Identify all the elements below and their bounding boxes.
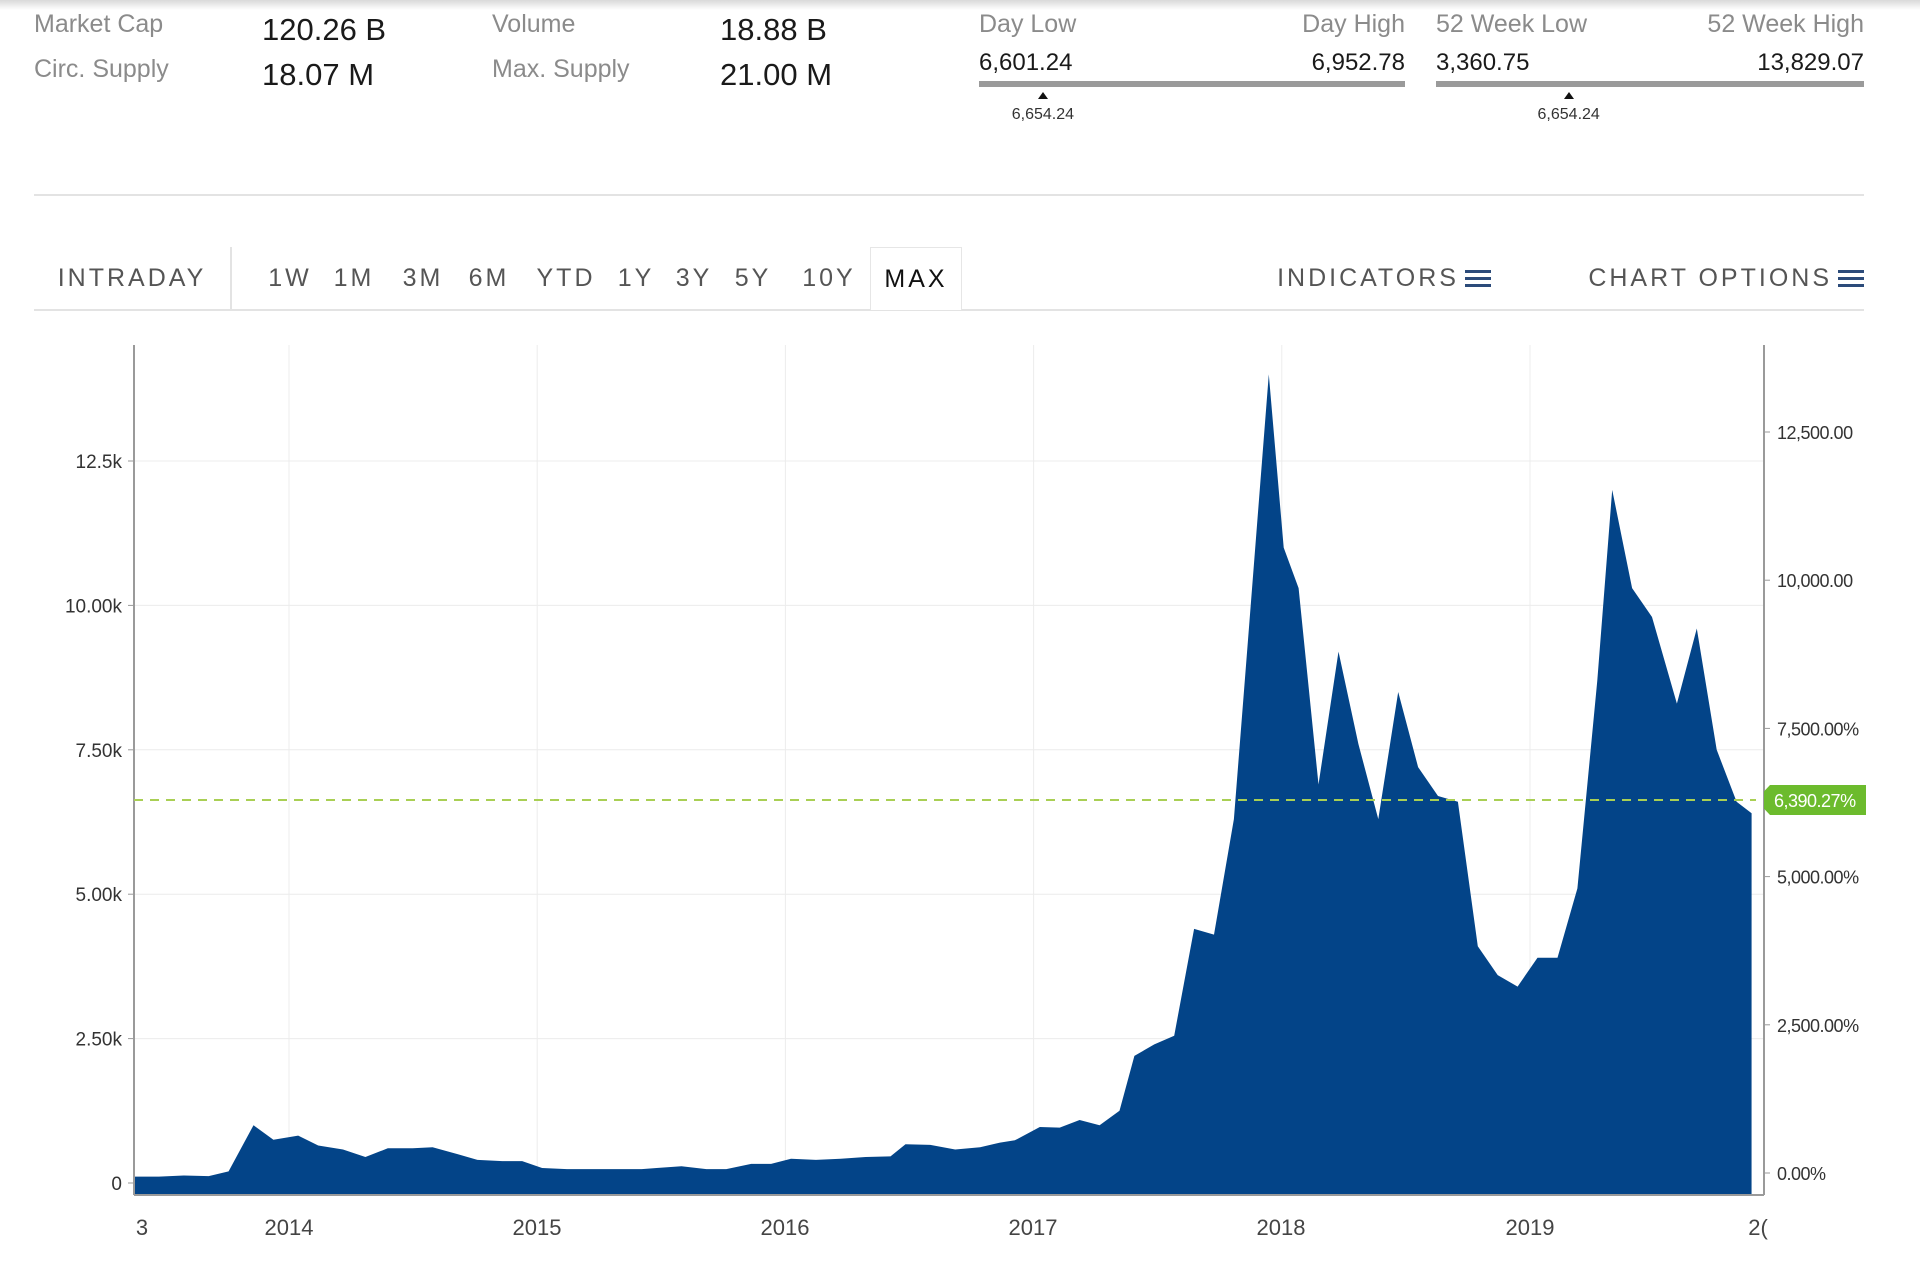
current-value-badge: 6,390.27%	[1764, 785, 1866, 815]
section-divider	[34, 194, 1864, 196]
period-ytd-button[interactable]: YTD	[536, 264, 596, 292]
week52-range-marker	[1563, 92, 1574, 99]
x-tick-label: 3	[136, 1215, 148, 1240]
day-low-label: Day Low	[979, 10, 1077, 38]
x-tick-label: 2015	[513, 1215, 562, 1240]
y-right-tick-label: 2,500.00%	[1777, 1016, 1859, 1036]
intraday-button[interactable]: INTRADAY	[57, 264, 207, 292]
max-supply-value: 21.00 M	[720, 57, 833, 92]
y-left-tick-label: 5.00k	[76, 885, 123, 906]
y-right-tick-label: 7,500.00%	[1777, 719, 1859, 739]
week52-range-current: 6,654.24	[1537, 106, 1600, 123]
week52-high-value: 13,829.07	[1757, 49, 1864, 76]
market-cap-label: Market Cap	[34, 10, 164, 38]
period-1w-button[interactable]: 1W	[268, 264, 312, 292]
day-range-marker	[1037, 92, 1048, 99]
week52-low-label: 52 Week Low	[1436, 10, 1588, 38]
badge-shape	[1764, 785, 1866, 815]
period-5y-button[interactable]: 5Y	[734, 264, 772, 292]
week52-range-bar	[1436, 81, 1864, 87]
menu-icon	[1838, 270, 1864, 289]
period-6m-button[interactable]: 6M	[468, 264, 510, 292]
day-range-current: 6,654.24	[1011, 106, 1075, 123]
chart-options-label: CHART OPTIONS	[1588, 264, 1832, 292]
day-high-value: 6,952.78	[1311, 49, 1405, 76]
toolbar-divider	[230, 247, 232, 309]
indicators-button[interactable]: INDICATORS	[1254, 247, 1514, 309]
period-1y-button[interactable]: 1Y	[617, 264, 655, 292]
max-supply-label: Max. Supply	[492, 55, 630, 83]
period-max-button[interactable]: MAX	[870, 247, 962, 310]
chart-toolbar: INTRADAY 1W 1M 3M 6M YTD 1Y 3Y 5Y 10Y MAX INDICAT…	[34, 247, 1864, 311]
week52-low-value: 3,360.75	[1436, 49, 1530, 76]
y-right-tick-label: 0.00%	[1777, 1164, 1826, 1184]
menu-icon	[1464, 270, 1491, 289]
top-edge-shadow	[0, 0, 1920, 10]
week52-high-label: 52 Week High	[1707, 10, 1864, 38]
x-tick-label: 2017	[1009, 1215, 1058, 1240]
period-1m-button[interactable]: 1M	[333, 264, 375, 292]
circ-supply-value: 18.07 M	[262, 57, 375, 92]
y-right-tick-label: 5,000.00%	[1777, 868, 1859, 888]
x-tick-label: 2016	[761, 1215, 810, 1240]
day-range-bar	[979, 81, 1405, 87]
market-cap-value: 120.26 B	[262, 12, 387, 47]
y-left-tick-label: 2.50k	[76, 1030, 123, 1051]
day-high-label: Day High	[1302, 10, 1405, 38]
x-tick-label: 2019	[1506, 1215, 1555, 1240]
y-left-tick-label: 0	[111, 1174, 122, 1195]
y-left-tick-label: 12.5k	[76, 452, 123, 473]
x-tick-label: 2018	[1257, 1215, 1306, 1240]
x-tick-label: 2014	[265, 1215, 314, 1240]
period-10y-button[interactable]: 10Y	[802, 264, 856, 292]
period-3m-button[interactable]: 3M	[402, 264, 444, 292]
price-area[interactable]	[134, 374, 1752, 1195]
volume-value: 18.88 B	[720, 12, 827, 47]
y-left-tick-label: 7.50k	[76, 741, 123, 762]
y-right-tick-label: 12,500.00	[1777, 423, 1853, 443]
indicators-label: INDICATORS	[1277, 264, 1459, 292]
day-low-value: 6,601.24	[979, 49, 1073, 76]
chart-options-button[interactable]: CHART OPTIONS	[1564, 247, 1864, 309]
y-left-tick-label: 10.00k	[65, 596, 123, 617]
current-value-label: 6,390.27%	[1774, 791, 1856, 811]
volume-label: Volume	[492, 10, 576, 38]
y-right-tick-label: 10,000.00	[1777, 571, 1853, 591]
period-3y-button[interactable]: 3Y	[675, 264, 713, 292]
circ-supply-label: Circ. Supply	[34, 55, 169, 83]
x-tick-label: 2(	[1748, 1215, 1768, 1240]
